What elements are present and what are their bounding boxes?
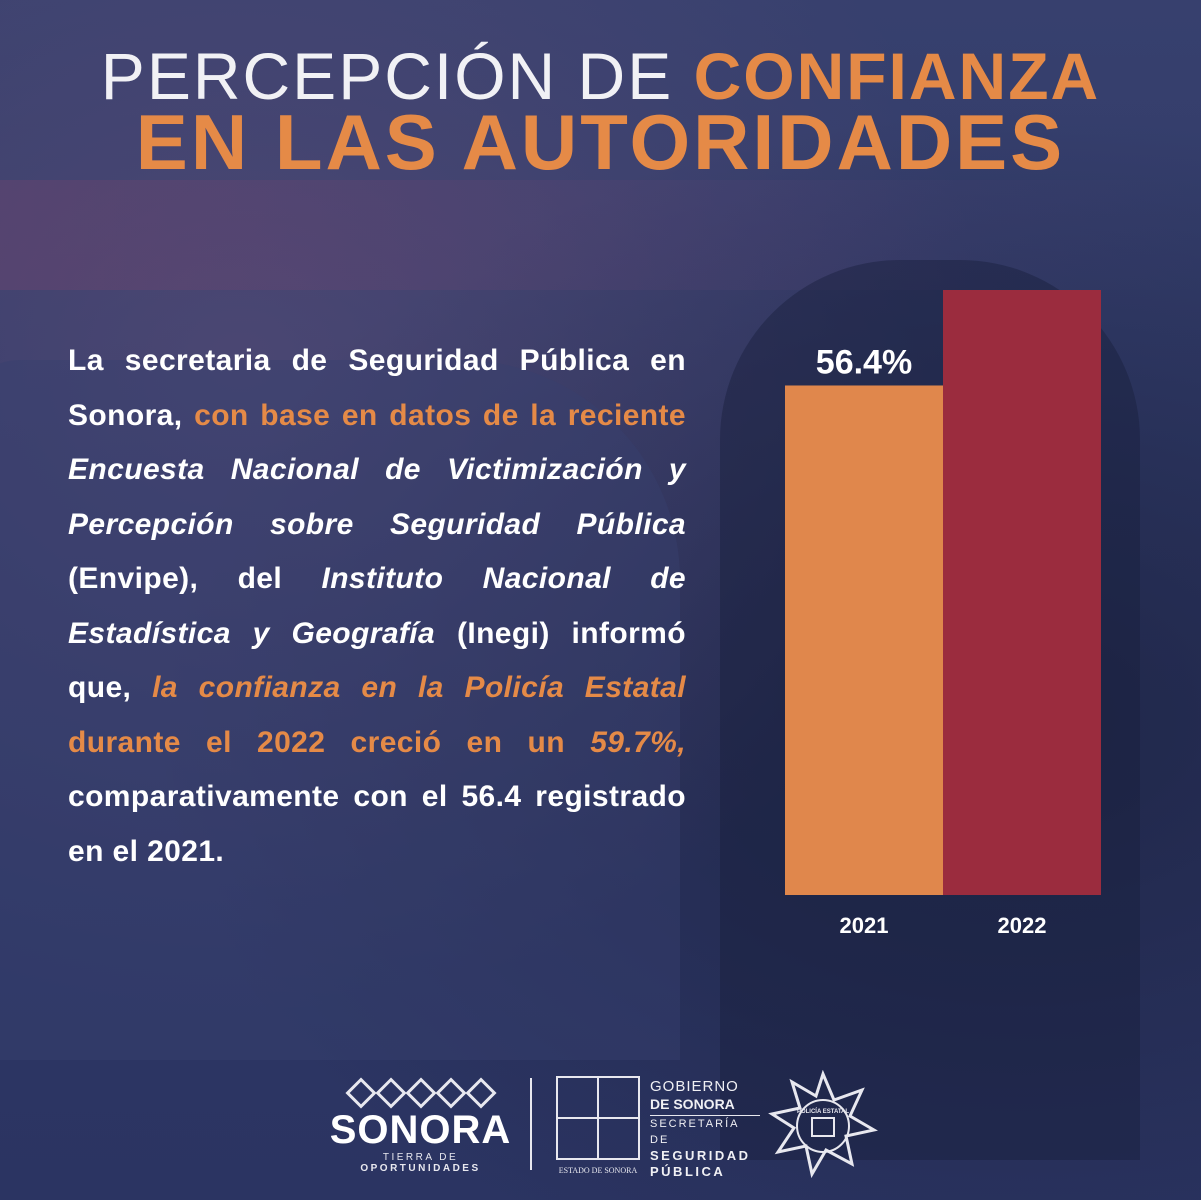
background-patrol-car [0,360,680,1060]
state-shield-icon [556,1076,640,1160]
government-logo-text: GOBIERNO DE SONORA SECRETARÍA DE SEGURID… [650,1078,760,1179]
sonora-tagline: TIERRA DE OPORTUNIDADES [328,1152,513,1174]
sonora-tagline-bold: OPORTUNIDADES [360,1163,481,1174]
shield-caption: ESTADO DE SONORA [558,1166,638,1175]
ssp-line-2: SEGURIDAD [650,1148,751,1163]
police-badge-icon: POLICÍA ESTATAL [768,1070,878,1179]
text-highlight-confidence: la confianza en la Policía Estatal [152,671,686,704]
text-intro: La secretaria de Seguridad Pública en So… [68,344,686,432]
x-tick-2021: 2021 [840,913,889,938]
gob-line-1: GOBIERNO [650,1078,739,1095]
body-paragraph: La secretaria de Seguridad Pública en So… [68,334,686,879]
title-bold-text: CONFIANZA [693,39,1101,113]
x-tick-2022: 2022 [998,913,1047,938]
badge-text: POLICÍA ESTATAL [797,1107,849,1115]
sonora-logo: SONORA TIERRA DE OPORTUNIDADES [328,1077,513,1174]
footer-logos: SONORA TIERRA DE OPORTUNIDADES ESTADO DE… [0,1070,1201,1180]
page-title-line-1: PERCEPCIÓN DE CONFIANZA [0,40,1201,112]
gob-line-2: DE SONORA [650,1095,760,1116]
page-title-line-2: EN LAS AUTORIDADES [135,98,1066,186]
text-envipe: (Envipe), del [68,562,283,595]
sonora-wordmark: SONORA [329,1108,512,1152]
title-light-text: PERCEPCIÓN DE [100,39,674,113]
background-storefront [0,180,1201,290]
footer-divider [530,1078,532,1170]
sonora-tagline-plain: TIERRA DE [382,1152,459,1163]
data-label-2021: 56.4% [816,343,912,381]
bar-chart-svg: 56.4%202159.7%2022 [785,189,1101,938]
bar-chart: 56.4%202159.7%2022 [760,189,1140,955]
text-comparison: comparativamente con el 56.4 registrado … [68,780,686,868]
ssp-line-1: SECRETARÍA DE [650,1118,739,1146]
ssp-line-3: PÚBLICA [650,1164,726,1179]
text-highlight-growth: durante el 2022 creció en un [68,725,565,759]
sonora-pattern-icon [328,1077,513,1109]
text-highlight-percent: 59.7%, [590,725,686,759]
text-survey-name: Encuesta Nacional de Victimización y Per… [68,453,686,541]
text-highlight-source: con base en datos de la reciente [194,398,686,432]
text-inegi: (Inegi) informó que, [68,616,686,705]
bar-2021 [785,385,943,895]
text-institute-name: Instituto Nacional de Estadística y Geog… [68,562,687,650]
bar-2022 [943,231,1101,895]
